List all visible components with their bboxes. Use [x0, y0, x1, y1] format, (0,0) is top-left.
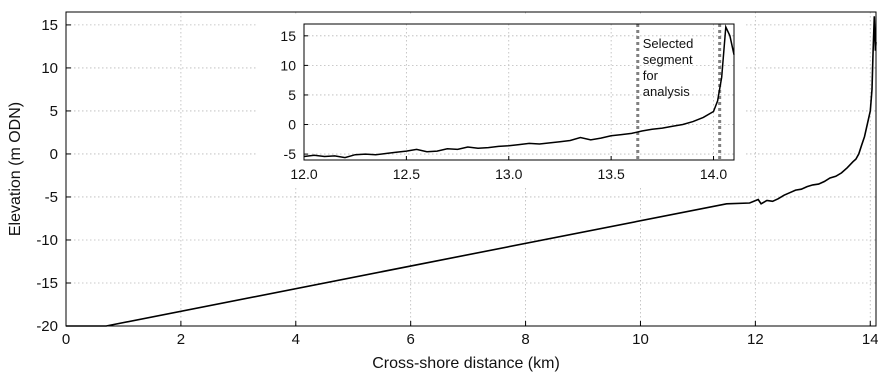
- inset-x-tick-label: 13.5: [598, 166, 625, 182]
- main-y-tick-label: -10: [36, 232, 58, 249]
- inset-x-tick-label: 12.5: [393, 166, 420, 182]
- main-x-tick-label: 14: [862, 331, 878, 348]
- main-plot-frame: [65, 11, 877, 327]
- main-x-tick-labels: 0 2 4 6 8 10 12 14: [62, 331, 878, 348]
- main-y-tick-label: 0: [50, 146, 58, 163]
- inset-x-tick-label: 14.0: [700, 166, 727, 182]
- main-x-tick-label: 8: [521, 331, 529, 348]
- main-y-tick-labels: -20 -15 -10 -5 0 5 10 15: [36, 17, 58, 335]
- main-x-tick-label: 2: [177, 331, 185, 348]
- main-x-tick-label: 4: [292, 331, 300, 348]
- main-x-tick-label: 0: [62, 331, 70, 348]
- inset-x-tick-label: 13.0: [495, 166, 522, 182]
- inset-x-tick-label: 12.0: [290, 166, 317, 182]
- annotation-line: analysis: [643, 84, 690, 99]
- inset-background: [256, 16, 744, 188]
- main-x-tick-label: 6: [407, 331, 415, 348]
- inset-y-tick-label: 5: [288, 87, 296, 103]
- main-x-tick-label: 10: [632, 331, 649, 348]
- main-y-tick-label: -15: [36, 275, 58, 292]
- main-y-tick-label: -20: [36, 318, 58, 335]
- inset-y-tick-labels: -5 0 5 10 15: [280, 28, 296, 162]
- annotation-line: for: [643, 68, 659, 83]
- main-y-tick-label: -5: [45, 189, 58, 206]
- main-y-tick-label: 10: [41, 60, 58, 77]
- main-x-tick-label: 12: [747, 331, 764, 348]
- inset-plot-frame: [303, 23, 735, 161]
- inset-y-tick-label: 15: [280, 28, 296, 44]
- annotation-line: Selected: [643, 36, 694, 51]
- main-profile-line: [66, 16, 877, 327]
- inset-grid: [303, 24, 734, 160]
- x-axis-label: Cross-shore distance (km): [372, 355, 560, 372]
- main-y-tick-label: 5: [50, 103, 58, 120]
- inset-y-tick-label: -5: [284, 146, 297, 162]
- main-y-tick-label: 15: [41, 17, 58, 34]
- annotation-line: segment: [643, 52, 693, 67]
- inset-y-tick-label: 10: [280, 57, 296, 73]
- inset-x-tick-labels: 12.0 12.5 13.0 13.5 14.0: [290, 166, 727, 182]
- inset-plot: 12.0 12.5 13.0 13.5 14.0 -5 0 5 10 15 Selectedse…: [256, 16, 744, 188]
- y-axis-label: Elevation (m ODN): [7, 102, 24, 236]
- inset-y-tick-label: 0: [288, 117, 296, 133]
- inset-profile-line: [303, 24, 735, 159]
